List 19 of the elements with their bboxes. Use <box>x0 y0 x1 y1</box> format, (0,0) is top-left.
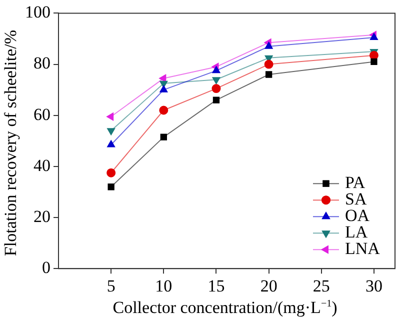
x-tick-label: 15 <box>208 276 225 296</box>
legend-label: LA <box>345 222 368 242</box>
legend-label: LNA <box>345 239 381 258</box>
y-tick-label: 40 <box>34 156 50 175</box>
x-axis-title: Collector concentration/(mg·L$^{−1}$) <box>112 298 338 318</box>
y-tick-label: 60 <box>34 104 50 124</box>
y-tick-label: 80 <box>34 54 50 73</box>
y-axis-title: Flotation recovery of scheelite/% <box>1 29 21 256</box>
legend-label: OA <box>345 206 370 226</box>
x-tick-label: 5 <box>106 276 116 296</box>
legend-label: PA <box>345 173 366 192</box>
y-tick-label: 100 <box>25 2 50 22</box>
legend-label: SA <box>345 190 368 209</box>
y-tick-label: 20 <box>34 206 50 226</box>
x-tick-label: 20 <box>260 276 278 296</box>
x-tick-label: 25 <box>312 276 330 296</box>
x-tick-label: 30 <box>365 276 382 296</box>
y-tick-label: 0 <box>42 258 50 278</box>
x-tick-label: 10 <box>155 276 172 296</box>
